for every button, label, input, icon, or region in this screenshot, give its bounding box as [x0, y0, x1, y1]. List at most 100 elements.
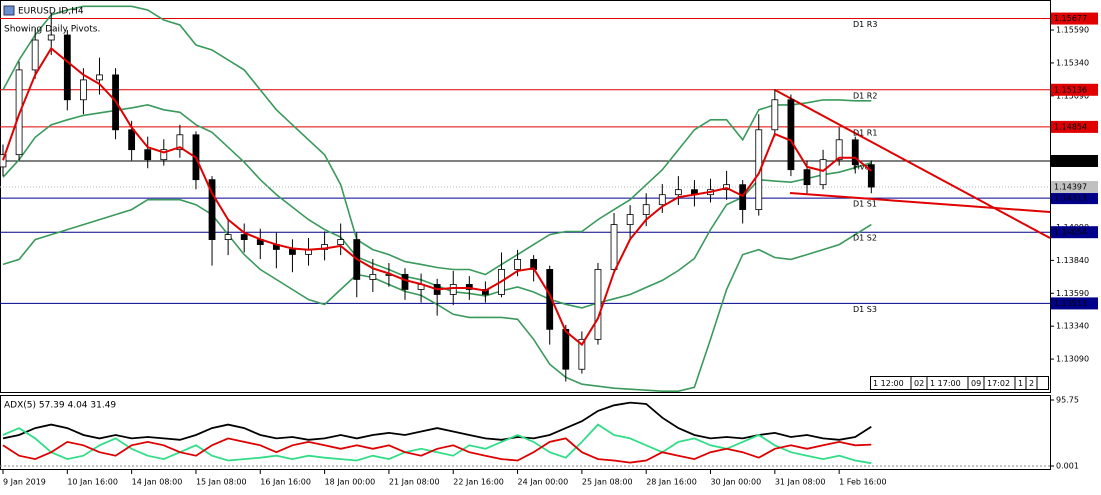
candle-body [449, 284, 457, 295]
price-tag-label: 1.14054 [1054, 228, 1087, 237]
price-tag-label: 1.15677 [1054, 14, 1087, 23]
price-tag [1051, 181, 1098, 194]
trendline [774, 89, 1051, 239]
y-tick-label: 1.15590 [1056, 26, 1089, 35]
x-tick-label: 24 Jan 00:00 [518, 478, 569, 487]
candle-body [755, 129, 763, 210]
time-box-label: 2 [1029, 379, 1034, 388]
y-tick-label: 1.13840 [1056, 256, 1089, 265]
x-tick-label: 10 Jan 16:00 [67, 478, 118, 487]
candle-body [642, 204, 650, 215]
x-tick-label: 28 Jan 16:00 [646, 478, 697, 487]
y-tick-label: 1.15340 [1056, 58, 1089, 67]
back-layer [0, 5, 1050, 392]
pivot-label: D1 R2 [853, 91, 877, 100]
candle-body [144, 149, 152, 161]
candle-body [63, 34, 71, 101]
candle-body [819, 159, 827, 186]
candle-body [31, 39, 39, 71]
series-line [2, 437, 872, 464]
last-price-label: 1.14397 [1054, 183, 1087, 192]
time-box-label: 17:02 [987, 379, 1010, 388]
candle-body [658, 194, 666, 206]
time-box [870, 376, 1049, 390]
price-tag-label: 1.13513 [1054, 299, 1087, 308]
pivot-label: D1 S3 [853, 305, 877, 314]
x-tick-label: 1 Feb 16:00 [839, 478, 886, 487]
candle-body [47, 34, 55, 41]
y-tick-label: 0.001 [1056, 461, 1079, 470]
y-tick-label: 1.13590 [1056, 289, 1089, 298]
price-tag [1051, 120, 1098, 133]
candle-body [787, 99, 795, 171]
price-tag [1051, 226, 1098, 239]
x-tick-label: 16 Jan 16:00 [260, 478, 311, 487]
pivot-label: D1 R3 [853, 20, 877, 29]
candle-body [0, 154, 7, 168]
y-tick-label: 1.13090 [1056, 355, 1089, 364]
x-tick-label: 21 Jan 08:00 [389, 478, 440, 487]
x-tick-label: 9 Jan 2019 [3, 478, 46, 487]
pivot-label: D1 S2 [853, 234, 877, 243]
candle-body [626, 214, 634, 225]
x-tick-label: 30 Jan 00:00 [711, 478, 762, 487]
series-line [2, 5, 872, 276]
price-tag [1051, 83, 1098, 96]
y-tick-label: 1.13340 [1056, 322, 1089, 331]
candle-body [96, 74, 103, 81]
x-tick-label: 18 Jan 00:00 [325, 478, 376, 487]
candle-body [337, 239, 345, 245]
candle-body [128, 129, 136, 151]
x-tick-label: 14 Jan 08:00 [132, 478, 183, 487]
symbol-icon [3, 5, 15, 16]
y-tick-label: 1.15090 [1056, 91, 1089, 100]
time-box-label: 02 [914, 379, 924, 388]
price-tag [1051, 12, 1098, 25]
trendline [789, 192, 1051, 213]
candle-body [465, 284, 473, 290]
time-box-label: 1 12:00 [873, 379, 904, 388]
series-line [2, 46, 872, 347]
candle-body [851, 139, 859, 166]
candle-body [401, 274, 409, 290]
price-tag-label: 1.15136 [1054, 85, 1087, 94]
candle-body [176, 134, 184, 151]
y-tick-label: 95.75 [1056, 396, 1079, 405]
candle-body [739, 184, 747, 210]
price-tag-label: 1.14595 [1054, 156, 1087, 165]
time-box-label: 09 [971, 379, 981, 388]
price-tag-label: 1.14854 [1054, 122, 1087, 131]
pivot-label: D1 R1 [853, 128, 877, 137]
chart-subtitle: Showing Daily Pivots. [4, 25, 100, 35]
candle-body [240, 234, 248, 240]
candle-body [289, 249, 296, 255]
candle-body [369, 274, 377, 280]
candle-body [208, 179, 216, 240]
price-tag-label: 1.14313 [1054, 194, 1087, 203]
x-tick-label: 15 Jan 08:00 [196, 478, 247, 487]
price-tag [1051, 154, 1098, 167]
price-tag [1051, 297, 1098, 310]
candle-body [610, 224, 618, 270]
series-line [2, 401, 872, 441]
price-tag [1051, 192, 1098, 205]
candle-body [771, 99, 779, 131]
indicator-title: ADX(5) 57.39 4.04 31.49 [4, 401, 116, 411]
candle-body [803, 169, 811, 186]
candle-body [562, 328, 570, 370]
x-tick-label: 25 Jan 08:00 [582, 478, 633, 487]
x-tick-label: 31 Jan 08:00 [775, 478, 826, 487]
x-tick-label: 22 Jan 16:00 [453, 478, 504, 487]
candle-body [835, 139, 843, 161]
candle-body [578, 338, 586, 370]
main-frame [0, 0, 1051, 393]
chart-title: EURUSD.ID,H4 [18, 7, 84, 17]
candle-body [594, 269, 602, 340]
series-line [2, 423, 872, 465]
candle-body [674, 189, 682, 196]
time-box-label: 1 17:00 [930, 379, 961, 388]
candle-body [224, 234, 232, 240]
pivot-label: D1 S1 [853, 200, 877, 209]
